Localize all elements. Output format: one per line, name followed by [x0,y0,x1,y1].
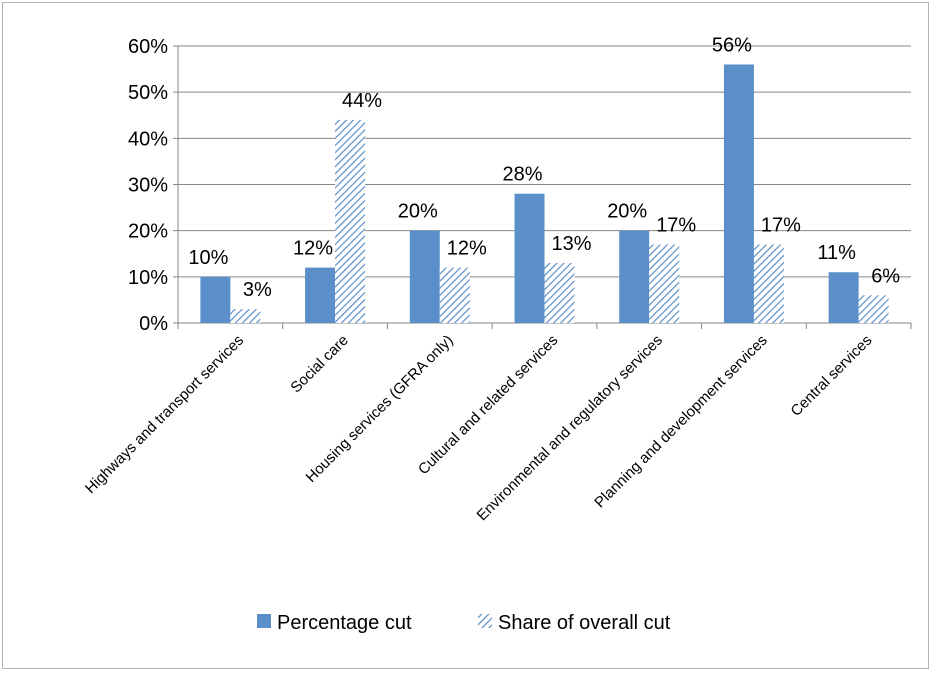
bar-percentage-cut [828,272,859,323]
x-category-label: Social care [287,332,351,396]
x-category-label: Planning and development services [591,332,770,511]
y-tick-label: 60% [128,36,168,58]
data-label: 10% [188,247,228,269]
bar-share-of-overall-cut [858,295,889,323]
bar-percentage-cut [200,276,231,323]
bar-chart: 0% 10% 20% 30% 40% 50% 60% Highways and transpo… [82,34,912,634]
bar-share-of-overall-cut [649,244,680,323]
y-tick-label: 30% [128,175,168,197]
legend: Percentage cut Share of overall cut [257,612,671,634]
legend-swatch [257,614,271,628]
x-category-label: Environmental and regulatory services [474,332,666,524]
bars [200,64,889,323]
bar-percentage-cut [409,230,440,323]
data-label: 3% [243,279,272,301]
data-label: 11% [817,242,856,264]
bar-share-of-overall-cut [753,244,784,323]
data-labels: 10% 3% 12% 44% 20% 12% 28% 13% 20% 17% 56% 17% 11% 6% [188,34,900,301]
data-label: 44% [342,90,382,112]
y-tick-label: 20% [128,221,168,243]
data-label: 12% [293,238,333,260]
y-tick-label: 50% [128,82,168,104]
x-category-label: Highways and transport services [82,332,247,497]
data-label: 6% [871,265,900,287]
data-label: 56% [712,34,752,56]
data-label: 17% [656,215,696,237]
data-label: 20% [398,201,438,223]
bar-percentage-cut [305,267,336,323]
bar-share-of-overall-cut [439,267,470,323]
bar-share-of-overall-cut [230,309,261,323]
bar-percentage-cut [514,193,545,323]
legend-swatch [478,614,492,628]
y-tick-label: 0% [139,313,168,335]
bar-share-of-overall-cut [335,119,366,323]
legend-label: Percentage cut [277,612,412,634]
bar-percentage-cut [619,230,650,323]
bar-percentage-cut [723,64,754,323]
bar-share-of-overall-cut [544,262,575,323]
data-label: 12% [447,238,487,260]
data-label: 13% [551,233,591,255]
legend-label: Share of overall cut [498,612,671,634]
data-label: 17% [761,215,801,237]
y-tick-label: 40% [128,128,168,150]
x-category-label: Central services [787,332,875,420]
y-tick-label: 10% [128,267,168,289]
data-label: 20% [607,201,647,223]
data-label: 28% [502,164,542,186]
